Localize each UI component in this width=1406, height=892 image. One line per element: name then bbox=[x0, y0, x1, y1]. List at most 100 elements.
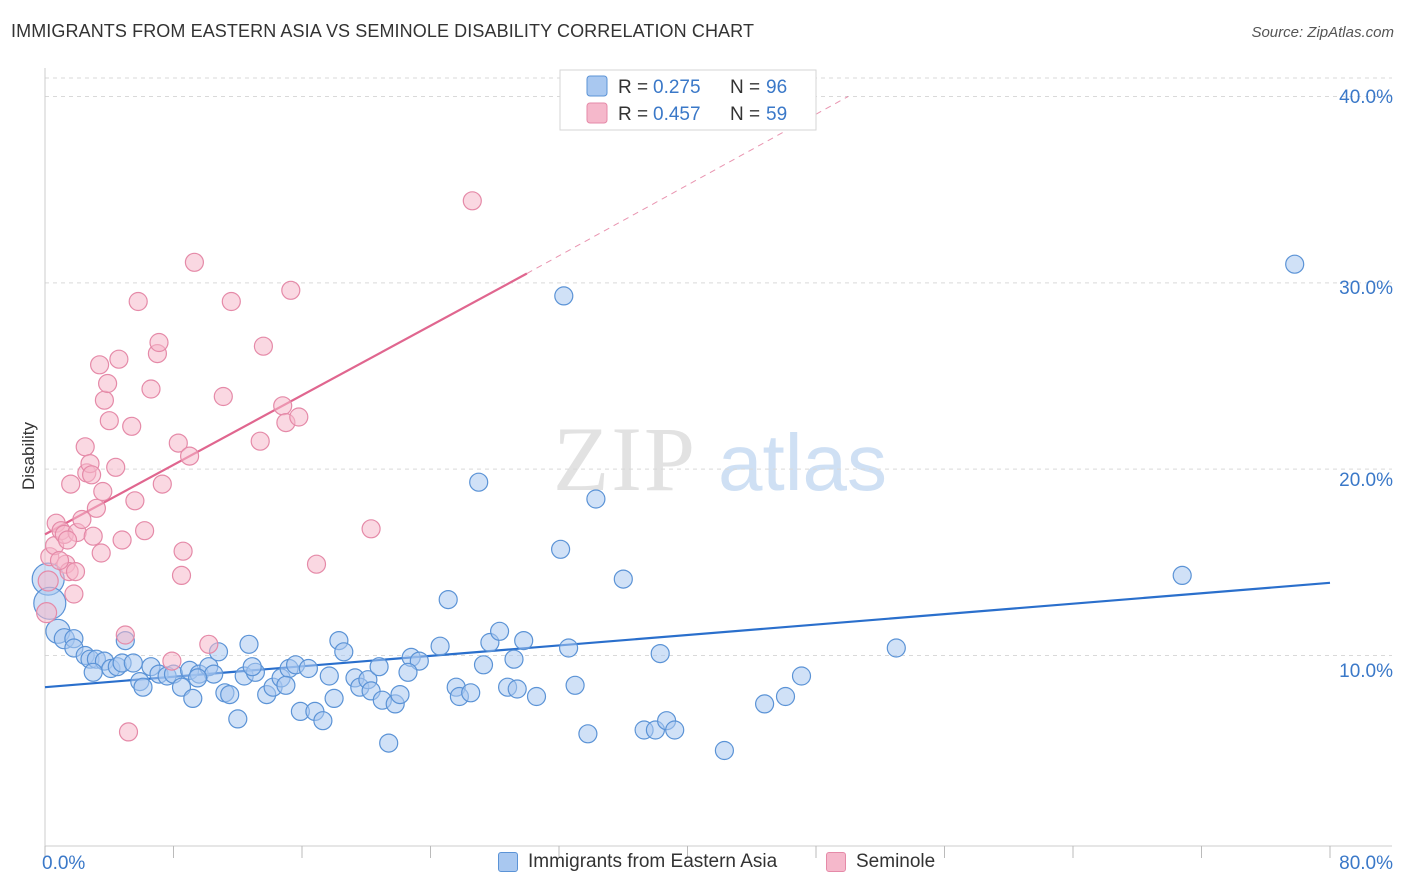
point-eastern-asia-63 bbox=[490, 621, 510, 641]
point-eastern-asia-43 bbox=[324, 688, 344, 709]
legend-label-eastern-asia: Immigrants from Eastern Asia bbox=[528, 851, 778, 872]
point-seminole-32 bbox=[125, 491, 145, 511]
point-seminole-28 bbox=[112, 530, 132, 550]
point-seminole-13 bbox=[72, 509, 92, 530]
point-seminole-17 bbox=[81, 465, 102, 485]
point-eastern-asia-28 bbox=[220, 684, 240, 705]
point-seminole-58 bbox=[49, 550, 70, 571]
point-eastern-asia-75 bbox=[613, 569, 633, 589]
axis-ticks bbox=[44, 846, 1331, 858]
point-eastern-asia-82 bbox=[754, 694, 775, 714]
point-eastern-asia-69 bbox=[550, 539, 571, 559]
point-seminole-42 bbox=[173, 541, 193, 561]
point-seminole-25 bbox=[99, 411, 119, 431]
point-eastern-asia-65 bbox=[504, 649, 524, 669]
point-eastern-asia-67 bbox=[514, 630, 534, 651]
trend-lines bbox=[44, 96, 1331, 689]
point-eastern-asia-71 bbox=[558, 638, 579, 658]
point-seminole-45 bbox=[199, 634, 219, 654]
point-eastern-asia-91 bbox=[461, 683, 481, 703]
point-seminole-49 bbox=[253, 336, 273, 356]
point-eastern-asia-68 bbox=[526, 686, 547, 707]
point-eastern-asia-80 bbox=[665, 720, 685, 740]
point-seminole-50 bbox=[273, 396, 293, 416]
point-eastern-asia-81 bbox=[714, 740, 735, 761]
point-seminole-29 bbox=[115, 625, 135, 645]
point-seminole-54 bbox=[306, 554, 327, 574]
point-eastern-asia-22 bbox=[183, 688, 203, 709]
legend-n-value-pink: 59 bbox=[766, 104, 787, 125]
point-eastern-asia-61 bbox=[473, 655, 494, 675]
y-tick-label-20: 20.0% bbox=[1339, 470, 1393, 491]
point-eastern-asia-60 bbox=[469, 472, 489, 492]
point-seminole-27 bbox=[109, 349, 129, 369]
point-eastern-asia-83 bbox=[775, 686, 796, 707]
point-seminole-33 bbox=[128, 291, 148, 312]
legend-label-seminole: Seminole bbox=[856, 851, 936, 872]
point-eastern-asia-57 bbox=[438, 589, 458, 610]
point-eastern-asia-42 bbox=[319, 666, 339, 686]
point-seminole-1 bbox=[37, 570, 59, 592]
point-eastern-asia-92 bbox=[398, 662, 418, 682]
point-seminole-14 bbox=[75, 437, 95, 457]
data-points bbox=[31, 191, 1305, 761]
point-seminole-52 bbox=[281, 280, 301, 300]
point-seminole-53 bbox=[289, 407, 309, 427]
legend-item-eastern-asia: Immigrants from Eastern Asia bbox=[498, 851, 777, 873]
point-eastern-asia-90 bbox=[83, 662, 103, 682]
legend-n-label-pink: N = bbox=[730, 104, 760, 125]
y-tick-label-10: 10.0% bbox=[1339, 661, 1393, 682]
point-seminole-38 bbox=[152, 474, 172, 494]
point-eastern-asia-78 bbox=[650, 643, 670, 664]
point-eastern-asia-45 bbox=[334, 642, 354, 662]
source-credit: Source: ZipAtlas.com bbox=[1251, 24, 1394, 41]
point-eastern-asia-25 bbox=[204, 664, 224, 684]
point-seminole-57 bbox=[57, 530, 78, 550]
point-seminole-0 bbox=[35, 601, 58, 624]
point-eastern-asia-73 bbox=[578, 724, 598, 744]
point-eastern-asia-56 bbox=[430, 636, 450, 656]
point-eastern-asia-70 bbox=[554, 286, 574, 306]
point-eastern-asia-72 bbox=[565, 675, 585, 695]
y-tick-label-40: 40.0% bbox=[1339, 87, 1393, 108]
chart-title: IMMIGRANTS FROM EASTERN ASIA VS SEMINOLE… bbox=[11, 21, 755, 41]
point-seminole-39 bbox=[162, 651, 182, 671]
x-tick-label-min: 0.0% bbox=[42, 853, 85, 874]
point-eastern-asia-31 bbox=[239, 634, 259, 654]
point-eastern-asia-88 bbox=[276, 675, 296, 695]
point-seminole-24 bbox=[97, 373, 118, 394]
point-eastern-asia-93 bbox=[369, 657, 389, 677]
point-eastern-asia-85 bbox=[886, 638, 906, 658]
legend-r-label-pink: R = bbox=[618, 104, 648, 125]
point-eastern-asia-94 bbox=[242, 657, 262, 677]
x-tick-label-max: 80.0% bbox=[1339, 853, 1393, 874]
point-seminole-44 bbox=[184, 252, 204, 272]
point-eastern-asia-29 bbox=[228, 709, 248, 729]
legend-swatch-blue bbox=[586, 75, 608, 97]
point-seminole-43 bbox=[180, 446, 200, 466]
point-eastern-asia-74 bbox=[586, 489, 606, 509]
point-seminole-19 bbox=[86, 498, 107, 518]
point-eastern-asia-87 bbox=[1285, 254, 1305, 274]
point-eastern-asia-84 bbox=[791, 666, 812, 686]
point-seminole-31 bbox=[122, 416, 142, 436]
point-seminole-35 bbox=[141, 379, 161, 399]
point-seminole-30 bbox=[118, 722, 139, 742]
point-seminole-11 bbox=[65, 561, 86, 582]
grid-lines bbox=[45, 77, 1392, 656]
point-seminole-26 bbox=[106, 457, 126, 477]
legend-swatch-seminole bbox=[826, 852, 846, 872]
legend-r-value-pink: 0.457 bbox=[653, 104, 701, 125]
point-seminole-37 bbox=[149, 332, 169, 353]
point-eastern-asia-13 bbox=[123, 653, 143, 673]
point-eastern-asia-39 bbox=[298, 658, 318, 679]
point-seminole-18 bbox=[83, 526, 103, 546]
point-seminole-22 bbox=[93, 481, 113, 502]
point-seminole-20 bbox=[89, 355, 110, 375]
point-eastern-asia-89 bbox=[188, 668, 208, 688]
point-eastern-asia-51 bbox=[379, 733, 399, 753]
point-eastern-asia-66 bbox=[507, 679, 527, 699]
y-tick-label-30: 30.0% bbox=[1339, 278, 1393, 299]
point-eastern-asia-15 bbox=[133, 677, 153, 697]
watermark-zip: ZIP bbox=[553, 408, 697, 510]
